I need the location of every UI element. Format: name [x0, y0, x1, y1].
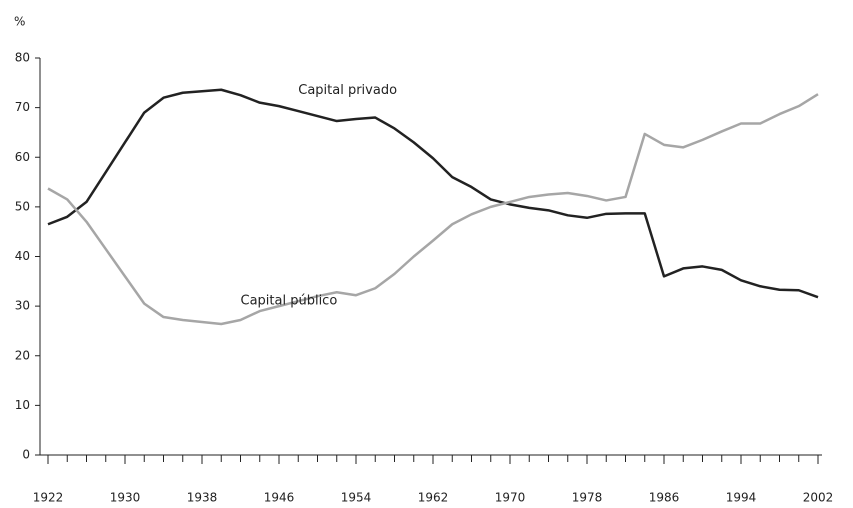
x-tick-label: 1970 — [495, 491, 526, 505]
x-tick-label: 1938 — [187, 491, 218, 505]
series-line — [47, 88, 819, 299]
y-tick-label: 30 — [15, 299, 30, 313]
x-tick-label: 1954 — [341, 491, 372, 505]
annotation: Capital público — [241, 294, 338, 309]
annotation: Capital privado — [298, 83, 397, 98]
y-tick-label: 0 — [22, 448, 30, 462]
y-tick-label: 60 — [15, 150, 30, 164]
x-tick-label: 1930 — [110, 491, 141, 505]
y-tick-label: 20 — [15, 348, 30, 362]
y-tick-label: 80 — [15, 51, 30, 65]
x-tick-label: 1962 — [418, 491, 449, 505]
x-tick-label: 1978 — [572, 491, 603, 505]
x-tick-label: 1986 — [649, 491, 680, 505]
x-tick-label: 1946 — [264, 491, 295, 505]
series-line — [47, 93, 819, 326]
y-tick-label: 40 — [15, 249, 30, 263]
y-tick-label: 70 — [15, 100, 30, 114]
x-tick-label: 1994 — [726, 491, 757, 505]
x-tick-label: 1922 — [33, 491, 64, 505]
x-tick-label: 2002 — [803, 491, 834, 505]
y-axis-label: % — [14, 15, 25, 29]
y-tick-label: 50 — [15, 199, 30, 213]
y-tick-label: 10 — [15, 398, 30, 412]
